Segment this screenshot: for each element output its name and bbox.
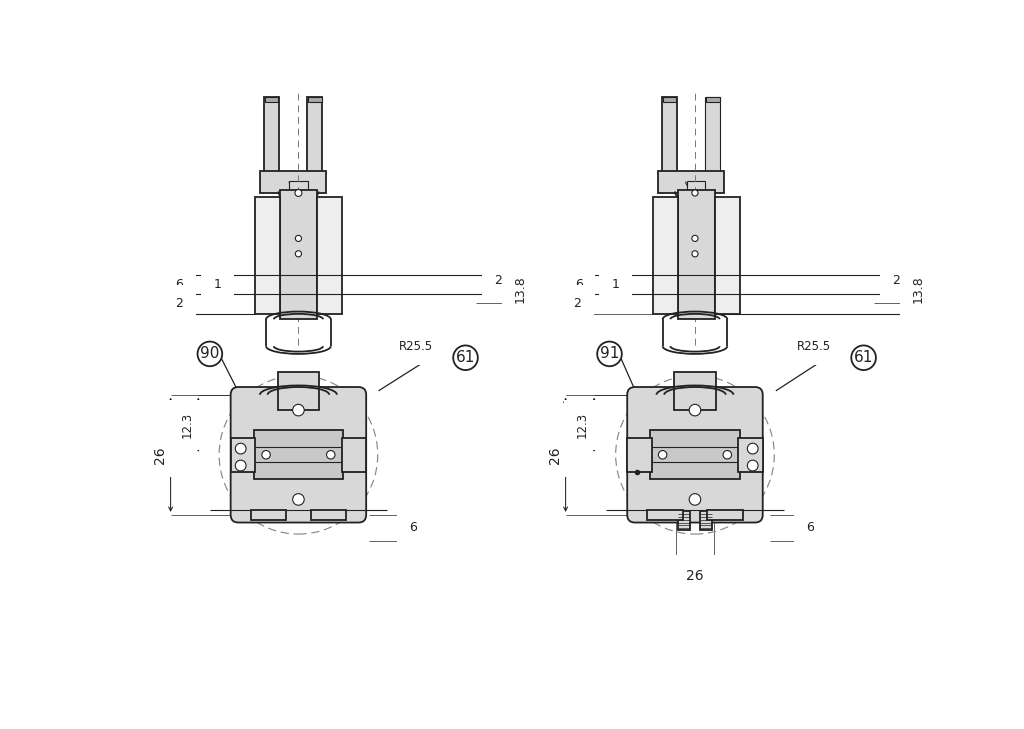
Bar — [686, 181, 705, 192]
Circle shape — [689, 405, 700, 416]
Bar — [230, 438, 255, 472]
Bar — [715, 197, 740, 314]
Text: 61: 61 — [456, 350, 475, 365]
Circle shape — [295, 190, 302, 196]
Bar — [662, 98, 677, 174]
Text: 13.8: 13.8 — [514, 276, 527, 303]
Bar — [708, 510, 742, 521]
Text: 12.3: 12.3 — [180, 412, 194, 438]
Text: 6: 6 — [410, 521, 417, 534]
Bar — [706, 97, 720, 102]
Circle shape — [236, 460, 246, 471]
Text: 6: 6 — [807, 521, 814, 534]
Text: 26: 26 — [153, 446, 167, 464]
Text: 26: 26 — [548, 446, 562, 464]
Bar — [251, 510, 286, 521]
Bar — [280, 190, 316, 319]
Circle shape — [692, 251, 698, 257]
Circle shape — [748, 443, 758, 454]
Bar — [658, 171, 724, 193]
Circle shape — [295, 235, 301, 241]
Text: 90: 90 — [200, 346, 219, 362]
Bar — [652, 197, 678, 314]
Text: 2: 2 — [892, 274, 900, 287]
Circle shape — [236, 443, 246, 454]
Bar — [678, 511, 690, 530]
Bar — [738, 438, 763, 472]
Circle shape — [295, 251, 301, 257]
Bar — [650, 430, 739, 480]
Text: 61: 61 — [854, 350, 873, 365]
Circle shape — [851, 346, 876, 370]
Circle shape — [293, 494, 304, 505]
Text: 26: 26 — [686, 569, 703, 582]
Bar — [647, 510, 683, 521]
Bar — [255, 197, 280, 314]
FancyBboxPatch shape — [628, 387, 763, 523]
Text: 2: 2 — [175, 297, 183, 311]
Bar — [678, 190, 715, 319]
Text: 91: 91 — [600, 346, 620, 362]
Text: R25.5: R25.5 — [797, 340, 830, 353]
Circle shape — [658, 451, 667, 459]
Circle shape — [262, 451, 270, 459]
Bar — [307, 97, 322, 102]
Circle shape — [454, 346, 478, 370]
Text: R25.5: R25.5 — [398, 340, 432, 353]
Bar — [316, 197, 342, 314]
Bar — [264, 98, 280, 174]
Bar — [310, 510, 346, 521]
Bar — [628, 438, 652, 472]
Text: 6: 6 — [175, 278, 183, 291]
Bar — [289, 181, 307, 192]
Circle shape — [723, 451, 731, 459]
Bar — [278, 372, 319, 410]
Text: 13.8: 13.8 — [912, 276, 925, 303]
Bar — [342, 438, 367, 472]
Bar — [264, 97, 279, 102]
Circle shape — [327, 451, 335, 459]
Bar — [663, 97, 677, 102]
Bar — [307, 98, 323, 174]
Circle shape — [692, 190, 698, 196]
Text: 2: 2 — [573, 297, 581, 311]
Bar — [260, 171, 326, 193]
Circle shape — [748, 460, 758, 471]
Circle shape — [689, 494, 700, 505]
FancyBboxPatch shape — [230, 387, 367, 523]
Circle shape — [198, 342, 222, 366]
Circle shape — [692, 235, 698, 241]
Text: 1: 1 — [611, 278, 620, 291]
Circle shape — [597, 342, 622, 366]
Circle shape — [293, 405, 304, 416]
Bar — [674, 372, 716, 410]
Bar — [254, 430, 343, 480]
Bar — [699, 511, 712, 530]
Text: 6: 6 — [574, 278, 583, 291]
Text: 1: 1 — [214, 278, 221, 291]
Text: 12.3: 12.3 — [577, 412, 589, 438]
Bar — [705, 98, 720, 174]
Text: 2: 2 — [494, 274, 502, 287]
